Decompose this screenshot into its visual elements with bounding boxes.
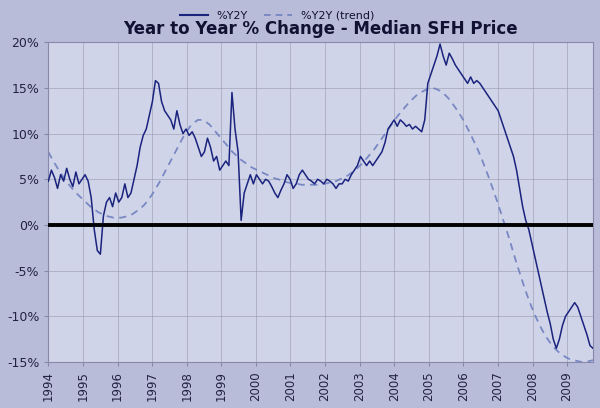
Legend: %Y2Y, %Y2Y (trend): %Y2Y, %Y2Y (trend) [175,6,379,25]
%Y2Y [436,42,443,47]
%Y2Y (trend) [229,149,236,154]
%Y2Y [97,252,104,257]
%Y2Y (trend) [286,180,293,185]
%Y2Y [589,346,596,351]
%Y2Y [143,126,150,131]
%Y2Y [283,172,290,177]
%Y2Y (trend) [45,149,52,154]
%Y2Y [91,227,98,232]
%Y2Y [45,179,52,184]
%Y2Y (trend) [578,359,585,364]
Line: %Y2Y: %Y2Y [49,44,593,348]
%Y2Y (trend) [91,207,98,212]
%Y2Y [455,67,462,72]
%Y2Y [553,346,560,351]
%Y2Y (trend) [267,174,274,179]
%Y2Y (trend) [589,358,596,363]
Line: %Y2Y (trend): %Y2Y (trend) [49,88,593,362]
Title: Year to Year % Change - Median SFH Price: Year to Year % Change - Median SFH Price [124,20,518,38]
%Y2Y [201,149,208,154]
%Y2Y (trend) [64,180,71,185]
%Y2Y (trend) [187,124,194,129]
%Y2Y (trend) [428,85,436,90]
